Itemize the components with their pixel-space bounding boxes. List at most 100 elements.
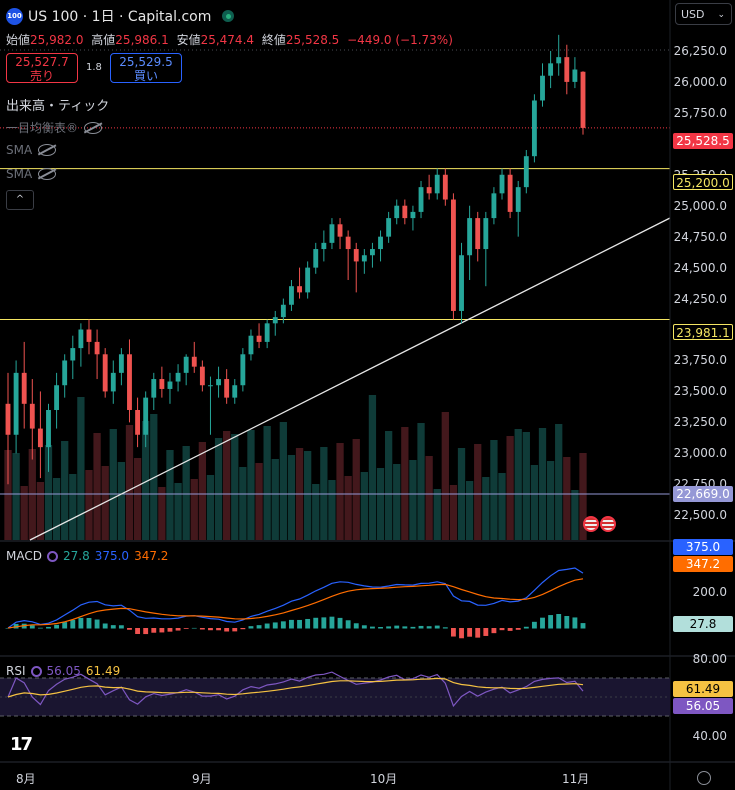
volume-bar	[546, 461, 555, 540]
volume-bar	[579, 453, 587, 540]
candle-body	[216, 379, 221, 386]
volume-bar	[368, 395, 377, 540]
hidden-eye-icon[interactable]	[38, 168, 57, 180]
macd-hist-bar	[370, 626, 375, 629]
volume-bar	[571, 490, 579, 540]
volume-bar	[490, 440, 498, 540]
indicator-volume[interactable]: 出来高・ティック	[6, 95, 109, 114]
volume-bar	[133, 458, 142, 540]
rsi-value: 56.05	[46, 664, 81, 678]
indicator-sma-1[interactable]: SMA	[6, 143, 57, 157]
gear-icon[interactable]	[697, 771, 711, 785]
candle-body	[313, 249, 319, 268]
macd-hist-bar	[199, 628, 205, 630]
time-tick: 11月	[562, 772, 590, 786]
volume-bar	[12, 453, 20, 540]
candle-body	[442, 174, 448, 200]
macd-hist-bar	[459, 628, 464, 639]
buy-button[interactable]: 25,529.5 買い	[110, 53, 182, 83]
candle-body	[289, 286, 294, 305]
macd-signal-tag: 347.2	[673, 556, 733, 572]
macd-hist-bar	[450, 628, 456, 637]
hidden-eye-icon[interactable]	[84, 121, 103, 134]
candle-body	[280, 304, 286, 318]
macd-hist-bar	[29, 625, 35, 629]
volume-bar	[393, 464, 401, 540]
volume-bar	[360, 472, 368, 540]
candle-body	[426, 187, 432, 194]
price-tick: 24,750.0	[673, 230, 727, 244]
settings-circle-icon[interactable]	[30, 665, 42, 677]
us-flag-icon[interactable]	[600, 516, 616, 532]
macd-hist-bar	[402, 626, 408, 629]
rsi-axis-tick: 40.00	[692, 729, 727, 743]
volume-bar	[109, 429, 117, 540]
volume-bar	[125, 425, 134, 540]
buy-price: 25,529.5	[119, 55, 173, 69]
candle-body	[515, 187, 521, 212]
volume-bar	[498, 473, 506, 540]
symbol-title[interactable]: US 100 · 1日 · Capital.com	[28, 9, 212, 25]
volume-bar	[36, 482, 45, 540]
settings-circle-icon[interactable]	[46, 550, 58, 562]
trend-line	[29, 217, 671, 541]
indicator-ichimoku-label: 一目均衡表®	[6, 121, 79, 135]
tradingview-logo[interactable]: 17	[10, 734, 33, 755]
macd-hist-bar	[118, 625, 124, 629]
volume-bar	[384, 431, 393, 540]
volume-bar	[166, 450, 174, 540]
hidden-eye-icon[interactable]	[38, 144, 57, 156]
volume-bar	[52, 478, 61, 540]
price-tick: 23,000.0	[673, 446, 727, 460]
candle-body	[256, 335, 262, 342]
candle-body	[37, 428, 43, 448]
candle-body	[248, 335, 254, 355]
macd-hist-bar	[102, 623, 108, 629]
macd-hist-bar	[499, 628, 505, 631]
candle-body	[175, 372, 181, 382]
volume-bar	[304, 451, 312, 540]
candle-body	[135, 410, 141, 435]
macd-hist-bar	[167, 628, 173, 632]
macd-hist-bar	[523, 626, 529, 629]
macd-hist-bar	[151, 628, 157, 633]
ohlc-readout: 始値25,982.0 高値25,986.1 安値25,474.4 終値25,52…	[6, 31, 457, 48]
volume-bar	[182, 446, 190, 540]
rsi-line	[7, 671, 584, 708]
currency-value: USD	[681, 8, 705, 21]
candle-body	[191, 356, 197, 367]
macd-hist-bar	[54, 624, 60, 629]
currency-select[interactable]: USD ⌄	[675, 3, 732, 25]
indicator-volume-label: 出来高・ティック	[6, 99, 110, 114]
price-tick: 26,250.0	[673, 44, 727, 58]
candle-body	[5, 403, 11, 435]
candle-body	[86, 329, 92, 342]
collapse-indicators-button[interactable]: ^	[6, 190, 34, 210]
symbol-header[interactable]: 100 US 100 · 1日 · Capital.com	[6, 6, 235, 26]
macd-hist-bar	[143, 628, 149, 635]
candle-body	[370, 249, 375, 256]
candle-body	[540, 75, 545, 101]
indicator-ichimoku[interactable]: 一目均衡表®	[6, 119, 103, 136]
volume-bar	[563, 457, 571, 540]
sell-button[interactable]: 25,527.7 売り	[6, 53, 78, 83]
close-label: 終値	[261, 33, 286, 47]
candle-body	[13, 372, 19, 435]
volume-bar	[474, 444, 482, 540]
macd-hist-bar	[564, 616, 570, 629]
volume-bar	[538, 428, 547, 540]
change-value: −449.0 (−1.73%)	[347, 33, 453, 47]
us-flag-icon[interactable]	[583, 516, 599, 532]
volume-bar	[231, 434, 239, 540]
close-value: 25,528.5	[285, 33, 340, 47]
price-tick: 23,250.0	[673, 415, 727, 429]
macd-legend[interactable]: MACD 27.8 375.0 347.2	[6, 549, 168, 563]
indicator-sma-2[interactable]: SMA	[6, 167, 57, 181]
macd-hist-bar	[467, 628, 473, 637]
volume-bar	[20, 486, 28, 540]
price-tick: 24,250.0	[673, 292, 727, 306]
rsi-legend[interactable]: RSI 56.05 61.49	[6, 664, 120, 678]
volume-bar	[61, 441, 69, 540]
